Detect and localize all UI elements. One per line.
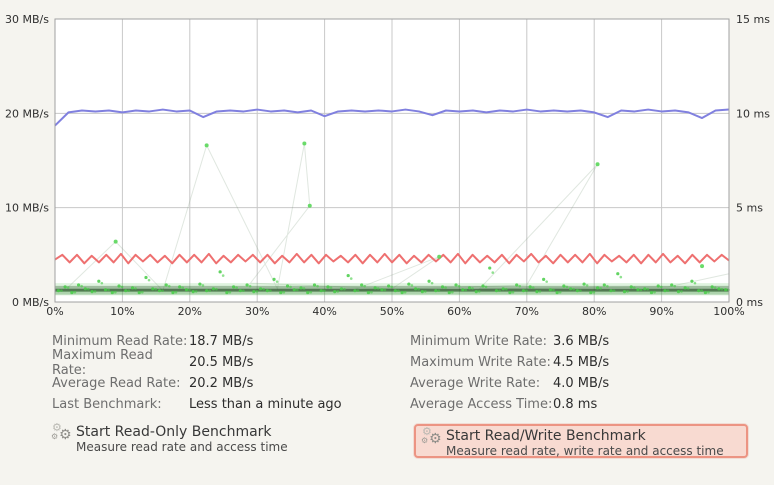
svg-text:80%: 80% [582, 305, 606, 318]
svg-text:90%: 90% [649, 305, 673, 318]
stat-value: 0.8 ms [553, 397, 598, 412]
stat-average-write-rate: Average Write Rate: 4.0 MB/s [410, 373, 609, 394]
svg-text:70%: 70% [515, 305, 539, 318]
stat-value: 3.6 MB/s [553, 334, 610, 349]
stat-label: Maximum Read Rate: [52, 347, 153, 378]
svg-text:20%: 20% [178, 305, 202, 318]
svg-text:0%: 0% [46, 305, 63, 318]
svg-text:30 MB/s: 30 MB/s [5, 13, 49, 26]
stat-label: Minimum Read Rate: [52, 334, 188, 349]
write-stats: Minimum Write Rate: 3.6 MB/s Maximum Wri… [410, 331, 609, 415]
stat-value: 4.0 MB/s [553, 376, 610, 391]
gears-icon: ⚙ ⚙ ⚙ [51, 421, 72, 443]
svg-text:0 MB/s: 0 MB/s [12, 296, 49, 309]
svg-text:50%: 50% [380, 305, 404, 318]
gears-icon: ⚙ ⚙ ⚙ [421, 425, 442, 447]
stat-minimum-write-rate: Minimum Write Rate: 3.6 MB/s [410, 331, 609, 352]
stat-maximum-write-rate: Maximum Write Rate: 4.5 MB/s [410, 352, 609, 373]
benchmark-chart: 0 MB/s 10 MB/s 20 MB/s 30 MB/s 0 ms 5 ms 10 ms… [5, 13, 770, 318]
svg-text:10 MB/s: 10 MB/s [5, 202, 49, 215]
stat-value: 18.7 MB/s [189, 334, 254, 349]
read-write-benchmark-subtitle: Measure read rate, write rate and access… [446, 444, 724, 458]
svg-text:40%: 40% [312, 305, 336, 318]
read-write-benchmark-title: Start Read/Write Benchmark [446, 428, 646, 444]
svg-text:15 ms: 15 ms [736, 13, 770, 26]
read-only-benchmark-subtitle: Measure read rate and access time [76, 440, 288, 454]
stat-value: 20.2 MB/s [189, 376, 254, 391]
svg-text:0 ms: 0 ms [736, 296, 763, 309]
svg-text:20 MB/s: 20 MB/s [5, 107, 49, 120]
read-only-benchmark-title: Start Read-Only Benchmark [76, 424, 272, 440]
stat-label: Last Benchmark: [52, 397, 162, 412]
stat-value: 20.5 MB/s [189, 355, 254, 370]
svg-text:10%: 10% [110, 305, 134, 318]
read-stats: Minimum Read Rate: 18.7 MB/s Maximum Rea… [52, 331, 342, 415]
stat-average-access-time: Average Access Time: 0.8 ms [410, 394, 609, 415]
stat-label: Average Write Rate: [410, 376, 541, 391]
svg-text:60%: 60% [447, 305, 471, 318]
stat-label: Average Read Rate: [52, 376, 181, 391]
svg-text:30%: 30% [245, 305, 269, 318]
stat-maximum-read-rate: Maximum Read Rate: 20.5 MB/s [52, 348, 342, 378]
stat-last-benchmark: Last Benchmark: Less than a minute ago [52, 394, 342, 415]
stat-label: Maximum Write Rate: [410, 355, 551, 370]
svg-text:100%: 100% [713, 305, 744, 318]
svg-text:5 ms: 5 ms [736, 202, 763, 215]
svg-text:10 ms: 10 ms [736, 107, 770, 120]
start-read-write-benchmark-button[interactable]: ⚙ ⚙ ⚙ Start Read/Write Benchmark Measure… [414, 424, 748, 458]
stat-minimum-read-rate: Minimum Read Rate: 18.7 MB/s [52, 331, 342, 352]
stat-label: Average Access Time: [410, 397, 553, 412]
stat-value: 4.5 MB/s [553, 355, 610, 370]
stat-value: Less than a minute ago [189, 397, 342, 412]
start-read-only-benchmark-button[interactable]: ⚙ ⚙ ⚙ Start Read-Only Benchmark Measure … [51, 421, 288, 454]
stat-label: Minimum Write Rate: [410, 334, 548, 349]
stat-average-read-rate: Average Read Rate: 20.2 MB/s [52, 373, 342, 394]
